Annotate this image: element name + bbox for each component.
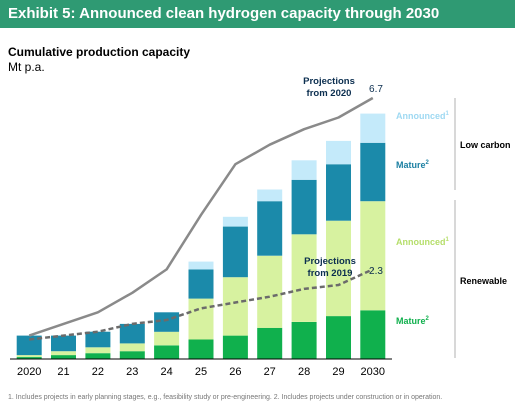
x-tick-29: 29: [332, 366, 344, 378]
bar-renewable-announced-24: [154, 331, 180, 346]
proj2019-label-line1: Projections: [304, 256, 356, 267]
proj2019-label-line2: from 2019: [308, 268, 353, 279]
bar-lowcarbon-mature-29: [326, 164, 351, 221]
bar-renewable-announced-25: [188, 298, 214, 340]
chart-unit: Mt p.a.: [8, 60, 45, 74]
proj2019-end-value: 2.3: [369, 266, 383, 277]
exhibit-title: Exhibit 5: Announced clean hydrogen capa…: [8, 5, 440, 22]
bar-renewable-announced-23: [119, 343, 145, 352]
bar-lowcarbon-mature-26: [222, 226, 248, 278]
renewable-mature-sup: 2: [426, 316, 430, 322]
bar-lowcarbon-mature-2030: [360, 142, 386, 202]
chart-title: Cumulative production capacity: [8, 45, 191, 59]
x-tick-2020: 2020: [17, 366, 41, 378]
bar-renewable-mature-29: [326, 316, 351, 359]
renewable-mature-text: Mature: [396, 316, 426, 326]
x-tick-27: 27: [264, 366, 276, 378]
bar-lowcarbon-announced-29: [326, 140, 351, 165]
bar-renewable-mature-2030: [360, 310, 386, 359]
bar-lowcarbon-announced-25: [188, 261, 214, 270]
x-tick-26: 26: [229, 366, 241, 378]
bar-lowcarbon-announced-26: [222, 216, 248, 227]
bar-renewable-mature-23: [119, 351, 145, 359]
bar-renewable-announced-27: [257, 255, 283, 328]
bar-lowcarbon-mature-27: [257, 201, 283, 256]
lowcarbon-mature-label: Mature2: [396, 160, 430, 170]
renewable-mature-label: Mature2: [396, 316, 430, 326]
line-group: [28, 96, 374, 341]
proj2020-label-line1: Projections: [303, 76, 355, 87]
lowcarbon-mature-text: Mature: [396, 160, 426, 170]
bar-lowcarbon-announced-28: [291, 160, 317, 180]
x-tick-24: 24: [160, 366, 172, 378]
proj2020-end-value: 6.7: [369, 84, 383, 95]
bar-lowcarbon-mature-23: [119, 323, 145, 344]
bar-group: [16, 113, 386, 359]
bar-renewable-announced-21: [51, 351, 76, 356]
lowcarbon-announced-text: Announced: [396, 111, 446, 121]
bar-renewable-mature-22: [85, 353, 111, 359]
bar-lowcarbon-mature-21: [51, 335, 76, 352]
group-label-renewable: Renewable: [460, 276, 507, 286]
bar-renewable-announced-22: [85, 347, 111, 354]
projection-2019-line: [29, 268, 374, 341]
lowcarbon-announced-sup: 1: [446, 111, 450, 117]
renewable-announced-text: Announced: [396, 237, 446, 247]
bar-renewable-mature-24: [154, 345, 180, 359]
bar-lowcarbon-mature-2020: [16, 335, 42, 356]
bar-renewable-mature-25: [188, 339, 214, 359]
bar-lowcarbon-mature-25: [188, 269, 214, 299]
exhibit-banner: Exhibit 5: Announced clean hydrogen capa…: [0, 0, 515, 28]
bar-lowcarbon-mature-28: [291, 179, 317, 235]
x-tick-2030: 2030: [361, 366, 385, 378]
bar-renewable-announced-29: [326, 220, 351, 317]
bar-renewable-mature-2020: [16, 357, 42, 359]
bar-renewable-announced-26: [222, 277, 248, 336]
bar-renewable-mature-28: [291, 322, 317, 359]
lowcarbon-announced-label: Announced1: [396, 111, 450, 121]
projection-2020-line: [28, 96, 374, 337]
lowcarbon-mature-sup: 2: [426, 160, 430, 166]
bar-renewable-announced-28: [291, 234, 317, 322]
footnote: 1. Includes projects in early planning s…: [8, 394, 443, 401]
bar-renewable-announced-2020: [16, 355, 42, 357]
renewable-announced-sup: 1: [446, 237, 450, 243]
group-label-low-carbon: Low carbon: [460, 140, 511, 150]
x-tick-21: 21: [57, 366, 69, 378]
x-tick-22: 22: [92, 366, 104, 378]
bar-renewable-mature-27: [257, 327, 283, 359]
renewable-announced-label: Announced1: [396, 237, 450, 247]
proj2020-label-line2: from 2020: [307, 88, 352, 99]
x-tick-25: 25: [195, 366, 207, 378]
x-tick-23: 23: [126, 366, 138, 378]
bar-renewable-announced-2030: [360, 201, 386, 311]
x-tick-28: 28: [298, 366, 310, 378]
bar-renewable-mature-21: [51, 355, 76, 359]
x-tick-group: 2020 21 22 23 24 25 26 27 28 29 2030: [17, 366, 385, 378]
bar-lowcarbon-announced-27: [257, 189, 283, 202]
bar-renewable-mature-26: [222, 335, 248, 359]
bar-lowcarbon-mature-22: [85, 331, 111, 348]
bar-lowcarbon-announced-2030: [360, 113, 386, 143]
